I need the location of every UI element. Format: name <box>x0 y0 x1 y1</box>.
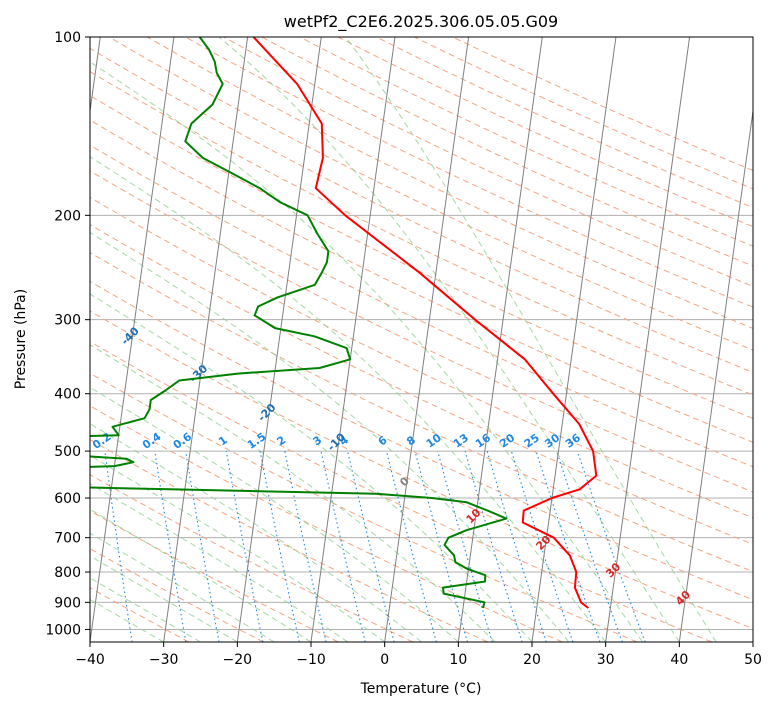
dry-adiabat <box>261 37 753 267</box>
y-tick-label: 800 <box>54 565 81 581</box>
x-tick-label: −10 <box>296 652 326 668</box>
mixing-ratio-line <box>104 451 133 642</box>
x-tick-label: 30 <box>597 652 615 668</box>
dry-adiabat <box>90 95 753 419</box>
moist-adiabat <box>90 577 201 642</box>
x-tick-label: −40 <box>75 652 105 668</box>
moist-adiabat <box>90 156 607 642</box>
moist-adiabat <box>90 386 459 642</box>
dry-adiabat <box>147 37 753 329</box>
moist-adiabat <box>90 293 533 642</box>
axes: −40 −30 −20 −10 0 10 20 30 40 50 100 200 300 400 500 60… <box>45 30 762 668</box>
x-tick-label: 20 <box>523 652 541 668</box>
dry-adiabat <box>223 37 753 287</box>
x-tick-label: 40 <box>670 652 688 668</box>
moist-adiabat <box>90 61 643 642</box>
dry-adiabat <box>90 341 712 642</box>
moist-adiabat <box>90 532 275 642</box>
temperature-trace <box>252 37 598 609</box>
sounding-traces <box>90 37 598 609</box>
x-tick-label: 50 <box>744 652 762 668</box>
isotherm <box>605 37 691 642</box>
mixing-ratio-line <box>347 450 395 642</box>
dry-adiabat <box>90 224 753 545</box>
moist-adiabat <box>345 37 717 642</box>
mixing-ratio-line <box>185 451 220 642</box>
mixing-ratio-line <box>535 450 601 642</box>
mixing-ratio-line <box>464 450 523 642</box>
mixing-ratio-line <box>225 451 264 642</box>
mixing-ratio-lines <box>104 450 646 642</box>
y-tick-label: 400 <box>54 387 81 403</box>
isotherm <box>678 107 753 642</box>
dry-adiabat <box>185 37 753 308</box>
dry-adiabat <box>90 474 414 642</box>
y-tick-label: 700 <box>54 531 81 547</box>
dry-adiabat <box>90 119 753 443</box>
chart-title: wetPf2_C2E6.2025.306.05.05.G09 <box>284 12 558 32</box>
moist-adiabat <box>218 37 680 642</box>
x-tick-label: 10 <box>449 652 467 668</box>
isotherm <box>163 37 249 642</box>
dry-adiabat <box>90 144 753 468</box>
dry-adiabat <box>90 405 563 642</box>
dry-adiabat <box>90 71 753 396</box>
moist-adiabat <box>90 454 385 642</box>
dry-adiabat <box>90 439 488 642</box>
dry-adiabat <box>337 37 753 228</box>
y-tick-label: 900 <box>54 595 81 611</box>
y-tick-label: 200 <box>54 208 81 224</box>
dewpoint-trace <box>90 37 508 609</box>
mixing-ratio-line <box>284 450 327 642</box>
dry-adiabat <box>90 47 753 373</box>
mixing-ratio-line <box>154 451 187 642</box>
moist-adiabat <box>90 598 164 642</box>
mixing-ratio-line <box>259 450 300 642</box>
dry-adiabat <box>299 37 753 247</box>
isotherm <box>531 37 617 642</box>
x-axis-title: Temperature (°C) <box>360 681 482 697</box>
mixing-ratio-line <box>437 450 493 642</box>
x-tick-label: −30 <box>149 652 179 668</box>
plot-frame <box>89 36 754 643</box>
mixing-ratio-line <box>510 450 574 642</box>
isotherm <box>384 37 470 642</box>
mixing-ratio-line <box>320 450 366 642</box>
dry-adiabat <box>108 37 753 351</box>
isotherm <box>310 37 396 642</box>
y-tick-label: 100 <box>54 30 81 46</box>
dry-adiabat <box>90 170 753 493</box>
mixing-ratio-line <box>486 450 547 642</box>
y-tick-label: 300 <box>54 313 81 329</box>
dry-adiabat <box>452 37 753 172</box>
y-tick-label: 500 <box>54 444 81 460</box>
mixing-ratio-line <box>385 450 437 642</box>
x-tick-label: 0 <box>380 652 389 668</box>
y-axis-title: Pressure (hPa) <box>13 289 29 389</box>
moist-adiabats <box>90 37 717 642</box>
y-tick-label: 1000 <box>45 622 81 638</box>
y-tick-label: 600 <box>54 491 81 507</box>
x-tick-label: −20 <box>223 652 253 668</box>
moist-adiabat <box>90 344 496 642</box>
dry-adiabat <box>414 37 753 190</box>
moist-adiabat <box>90 423 422 642</box>
dry-adiabat <box>90 310 753 630</box>
mixing-ratio-line <box>414 450 469 642</box>
dry-adiabat <box>376 37 753 209</box>
isotherm <box>90 37 175 642</box>
isotherm <box>236 37 322 642</box>
dry-adiabat <box>90 280 753 601</box>
moist-adiabat <box>90 555 238 642</box>
dry-adiabat <box>90 252 753 573</box>
moist-adiabat <box>90 231 570 642</box>
